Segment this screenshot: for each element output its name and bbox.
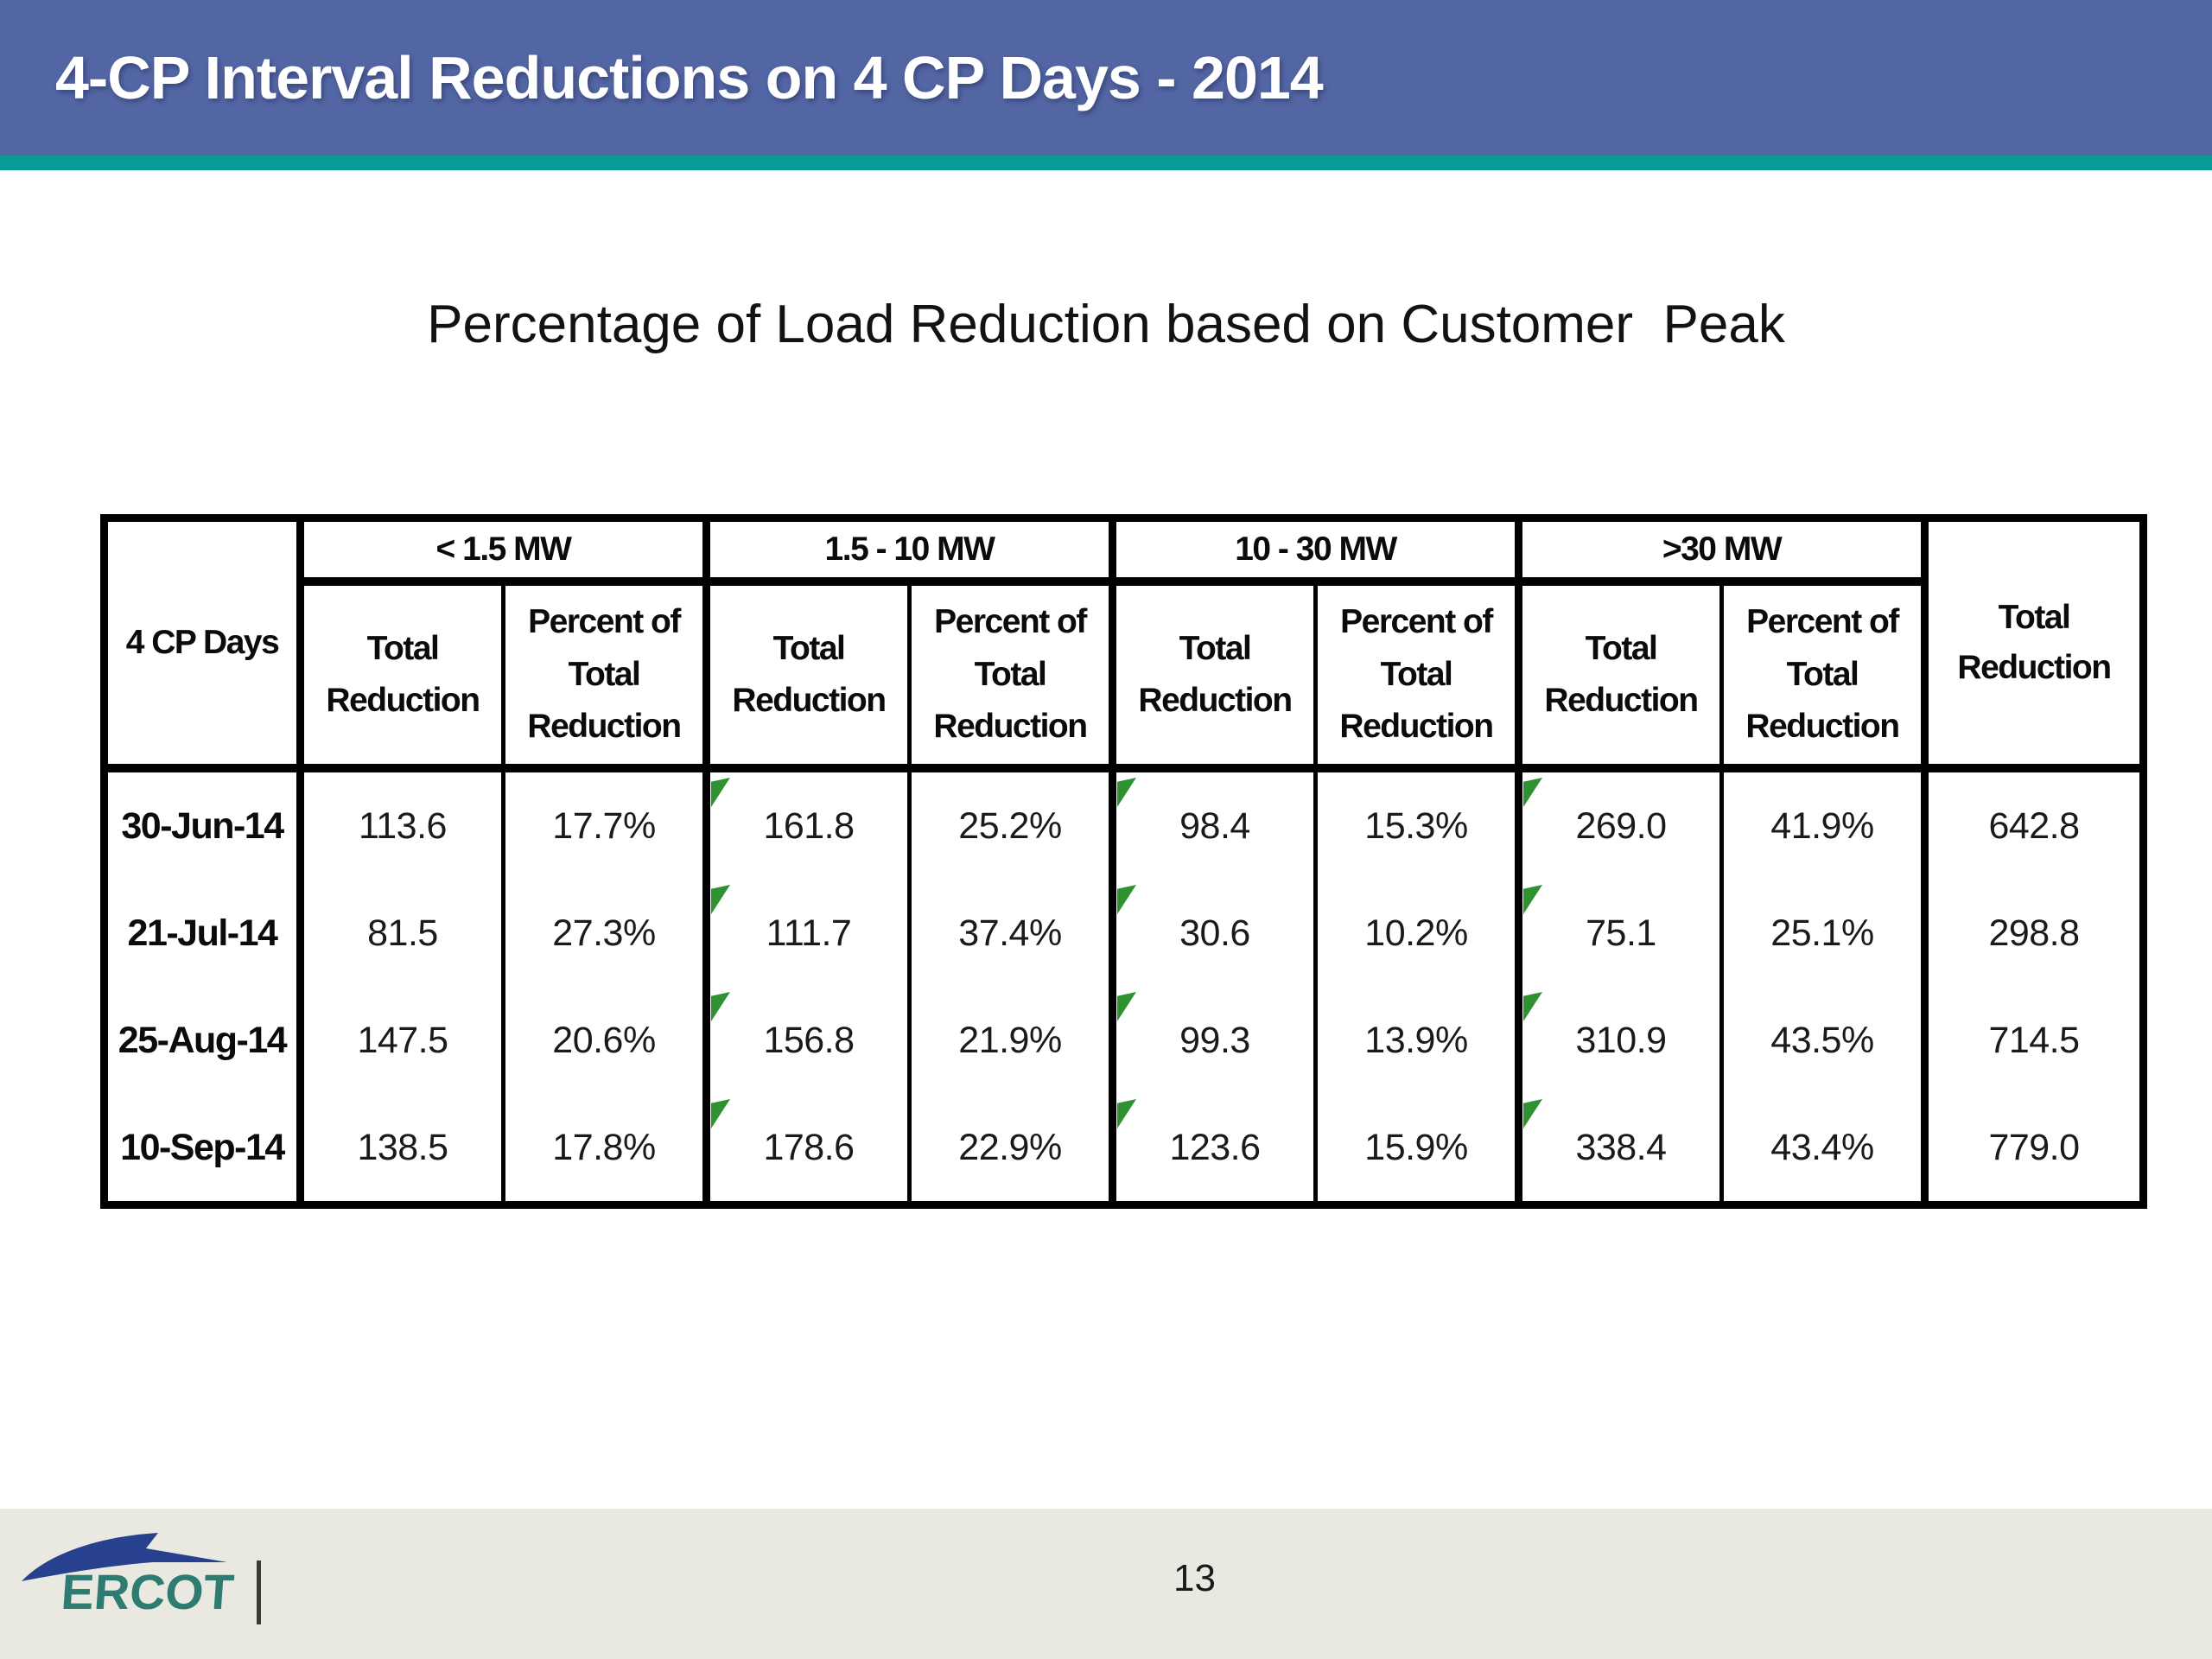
flag-icon xyxy=(1120,992,1136,1021)
footer: ERCOT 13 xyxy=(0,1509,2212,1659)
table-row: 21-Jul-14 81.5 27.3% 111.7 37.4% 30.6 10… xyxy=(102,880,2145,987)
flag-icon xyxy=(1526,1099,1542,1128)
cell-value: 13.9% xyxy=(1313,987,1521,1094)
cell-text: 98.4 xyxy=(1179,804,1250,847)
ercot-logo-text: ERCOT xyxy=(59,1565,236,1620)
cell-value: 310.9 xyxy=(1515,987,1724,1094)
cell-value: 269.0 xyxy=(1515,768,1724,880)
cell-text: 30.6 xyxy=(1179,912,1250,954)
row-date: 30-Jun-14 xyxy=(102,768,302,880)
flag-icon xyxy=(714,885,730,914)
cell-text: 310.9 xyxy=(1575,1019,1667,1061)
accent-line xyxy=(0,156,2212,170)
flag-icon xyxy=(1120,778,1136,807)
cell-value: 27.3% xyxy=(501,880,709,987)
cell-value: 25.1% xyxy=(1719,880,1927,987)
ercot-swoosh-icon xyxy=(22,1533,227,1581)
cell-value: 21.9% xyxy=(907,987,1115,1094)
flag-icon xyxy=(1526,778,1542,807)
cell-value: 22.9% xyxy=(907,1094,1115,1205)
sub-header-total: Total Reduction xyxy=(702,579,912,772)
cell-text: 123.6 xyxy=(1169,1126,1261,1168)
cell-value: 41.9% xyxy=(1719,768,1927,880)
cell-value: 75.1 xyxy=(1515,880,1724,987)
cell-value: 714.5 xyxy=(1921,987,2145,1094)
row-date: 25-Aug-14 xyxy=(102,987,302,1094)
sub-header-percent: Percent of Total Reduction xyxy=(501,579,709,772)
cell-text: 99.3 xyxy=(1179,1019,1250,1061)
cell-value: 15.3% xyxy=(1313,768,1521,880)
sub-header-percent: Percent of Total Reduction xyxy=(1313,579,1521,772)
cell-text: 111.7 xyxy=(766,912,852,954)
cell-value: 779.0 xyxy=(1921,1094,2145,1205)
cell-value: 15.9% xyxy=(1313,1094,1521,1205)
table-row: 30-Jun-14 113.6 17.7% 161.8 25.2% 98.4 1… xyxy=(102,768,2145,880)
cell-value: 138.5 xyxy=(296,1094,505,1205)
cell-text: 161.8 xyxy=(763,804,855,847)
cell-value: 298.8 xyxy=(1921,880,2145,987)
flag-icon xyxy=(1526,992,1542,1021)
page-title: 4-CP Interval Reductions on 4 CP Days - … xyxy=(55,44,1324,111)
row-header-4cp-days: 4 CP Days xyxy=(102,516,302,772)
cell-text: 156.8 xyxy=(763,1019,855,1061)
sub-header-total: Total Reduction xyxy=(1109,579,1318,772)
cell-value: 98.4 xyxy=(1109,768,1318,880)
cell-value: 111.7 xyxy=(702,880,912,987)
flag-icon xyxy=(1526,885,1542,914)
group-header-gt-30mw: >30 MW xyxy=(1515,516,1927,586)
cell-value: 43.4% xyxy=(1719,1094,1927,1205)
cell-value: 20.6% xyxy=(501,987,709,1094)
cell-value: 43.5% xyxy=(1719,987,1927,1094)
flag-icon xyxy=(714,992,730,1021)
row-date: 10-Sep-14 xyxy=(102,1094,302,1205)
group-header-lt-1-5mw: < 1.5 MW xyxy=(296,516,709,586)
sub-header-percent: Percent of Total Reduction xyxy=(1719,579,1927,772)
cell-value: 30.6 xyxy=(1109,880,1318,987)
load-reduction-table: 4 CP Days < 1.5 MW 1.5 - 10 MW 10 - 30 M… xyxy=(100,514,2147,1209)
group-header-1-5-10mw: 1.5 - 10 MW xyxy=(702,516,1115,586)
cell-value: 37.4% xyxy=(907,880,1115,987)
flag-icon xyxy=(714,1099,730,1128)
cell-value: 338.4 xyxy=(1515,1094,1724,1205)
group-header-row: 4 CP Days < 1.5 MW 1.5 - 10 MW 10 - 30 M… xyxy=(102,516,2145,772)
cell-value: 161.8 xyxy=(702,768,912,880)
ercot-logo: ERCOT xyxy=(22,1526,236,1647)
footer-separator xyxy=(257,1560,261,1624)
sub-header-total: Total Reduction xyxy=(1515,579,1724,772)
flag-icon xyxy=(1120,1099,1136,1128)
cell-value: 147.5 xyxy=(296,987,505,1094)
cell-text: 178.6 xyxy=(763,1126,855,1168)
cell-value: 81.5 xyxy=(296,880,505,987)
cell-text: 338.4 xyxy=(1575,1126,1667,1168)
row-date: 21-Jul-14 xyxy=(102,880,302,987)
page-number: 13 xyxy=(1173,1557,1216,1599)
cell-text: 75.1 xyxy=(1586,912,1656,954)
header-bar: 4-CP Interval Reductions on 4 CP Days - … xyxy=(0,0,2212,156)
table-row: 10-Sep-14 138.5 17.8% 178.6 22.9% 123.6 … xyxy=(102,1094,2145,1205)
sub-header-row: Total Reduction Percent of Total Reducti… xyxy=(105,579,2144,772)
table-row: 25-Aug-14 147.5 20.6% 156.8 21.9% 99.3 1… xyxy=(102,987,2145,1094)
flag-icon xyxy=(714,778,730,807)
cell-value: 25.2% xyxy=(907,768,1115,880)
group-header-10-30mw: 10 - 30 MW xyxy=(1109,516,1521,586)
cell-value: 17.8% xyxy=(501,1094,709,1205)
total-reduction-col-header: Total Reduction xyxy=(1921,516,2145,772)
cell-value: 99.3 xyxy=(1109,987,1318,1094)
cell-value: 17.7% xyxy=(501,768,709,880)
cell-value: 156.8 xyxy=(702,987,912,1094)
cell-value: 123.6 xyxy=(1109,1094,1318,1205)
cell-text: 269.0 xyxy=(1575,804,1667,847)
cell-value: 178.6 xyxy=(702,1094,912,1205)
flag-icon xyxy=(1120,885,1136,914)
sub-header-percent: Percent of Total Reduction xyxy=(907,579,1115,772)
slide-subtitle: Percentage of Load Reduction based on Cu… xyxy=(427,295,1785,354)
cell-value: 642.8 xyxy=(1921,768,2145,880)
cell-value: 10.2% xyxy=(1313,880,1521,987)
sub-header-total: Total Reduction xyxy=(296,579,505,772)
cell-value: 113.6 xyxy=(296,768,505,880)
